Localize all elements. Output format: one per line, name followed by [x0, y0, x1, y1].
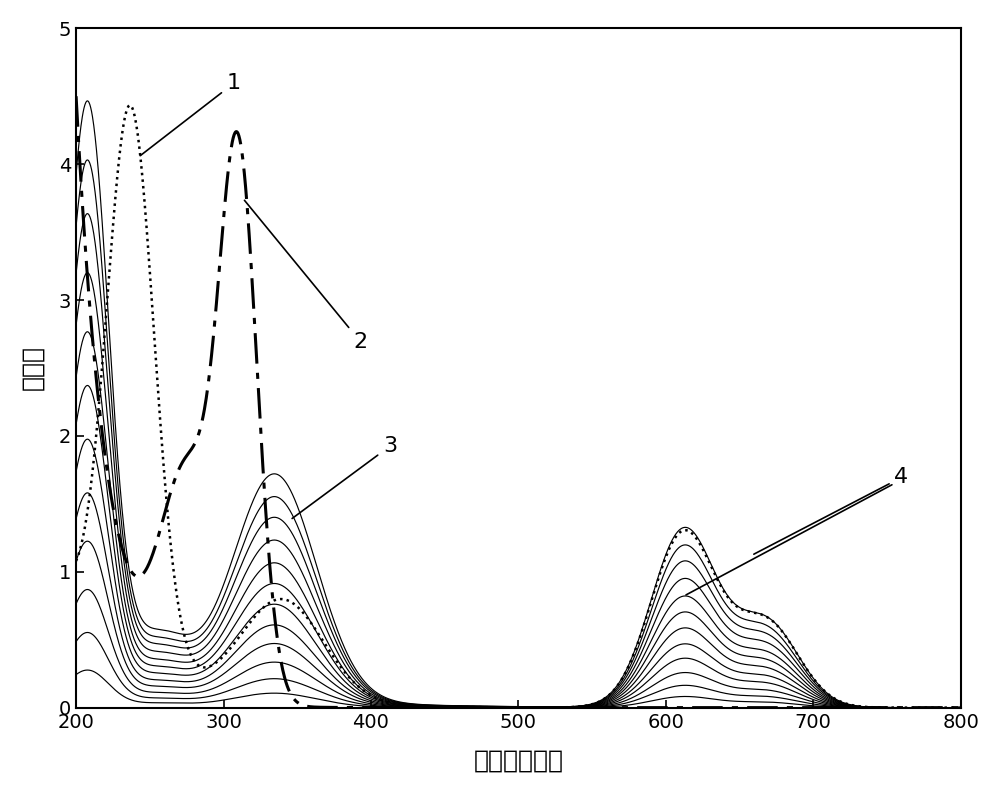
- Text: 1: 1: [140, 74, 241, 155]
- Text: 3: 3: [292, 436, 397, 519]
- Text: 2: 2: [244, 201, 367, 351]
- Y-axis label: 吸光度: 吸光度: [21, 346, 45, 390]
- X-axis label: 波长（纳米）: 波长（纳米）: [473, 748, 563, 772]
- Text: 4: 4: [754, 467, 909, 554]
